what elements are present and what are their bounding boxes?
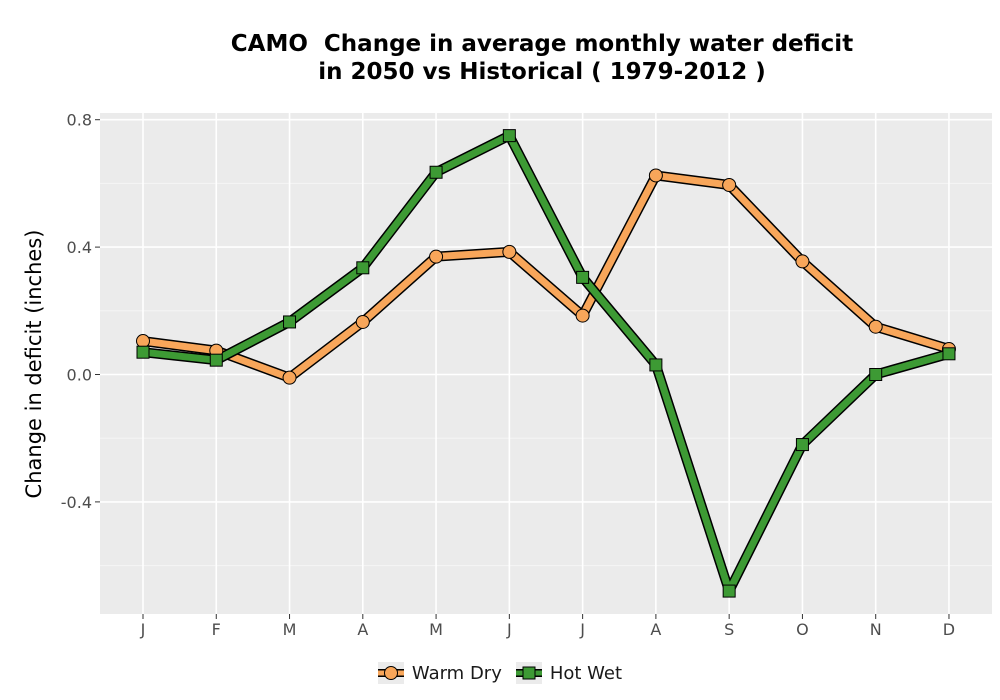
x-tick-label: M bbox=[283, 620, 297, 639]
warm-dry-point bbox=[648, 168, 663, 183]
warm-dry-legend-key bbox=[377, 662, 404, 684]
hot-wet-line bbox=[142, 132, 950, 595]
x-tick-label: M bbox=[429, 620, 443, 639]
legend: Warm Dry Hot Wet bbox=[0, 658, 1000, 688]
x-tick-label: A bbox=[650, 620, 661, 639]
hot-wet-point bbox=[649, 358, 663, 372]
legend-label-hot-wet: Hot Wet bbox=[549, 662, 623, 684]
y-tick-label: -0.4 bbox=[61, 493, 92, 512]
x-tick-label: J bbox=[579, 620, 585, 639]
legend-item-hot-wet: Hot Wet bbox=[515, 662, 623, 684]
x-tick-label: N bbox=[870, 620, 882, 639]
x-tick-label: O bbox=[796, 620, 809, 639]
x-tick-label: A bbox=[357, 620, 368, 639]
warm-dry-point bbox=[502, 244, 517, 259]
warm-dry-point bbox=[282, 370, 297, 385]
y-tick-label: 0.0 bbox=[67, 366, 92, 385]
legend-label-warm-dry: Warm Dry bbox=[411, 662, 502, 684]
hot-wet-point bbox=[136, 345, 150, 359]
y-tick-label: 0.8 bbox=[67, 111, 92, 130]
legend-item-warm-dry: Warm Dry bbox=[377, 662, 502, 684]
hot-wet-point bbox=[869, 368, 883, 381]
x-tick-label: F bbox=[212, 620, 221, 639]
warm-dry-point bbox=[355, 314, 370, 329]
hot-wet-point bbox=[722, 584, 736, 598]
warm-dry-point bbox=[575, 308, 590, 323]
x-tick-label: D bbox=[943, 620, 955, 639]
hot-wet-point bbox=[283, 315, 297, 329]
hot-wet-point bbox=[576, 270, 590, 284]
x-tick-label: J bbox=[140, 620, 146, 639]
chart-title-line-2: in 2050 vs Historical ( 1979-2012 ) bbox=[318, 59, 766, 85]
hot-wet-point bbox=[502, 129, 516, 143]
plot-panel bbox=[100, 113, 992, 614]
warm-dry-point bbox=[795, 254, 810, 269]
hot-wet-point bbox=[356, 261, 370, 275]
hot-wet-point bbox=[429, 165, 443, 179]
hot-wet-point bbox=[942, 347, 956, 361]
hot-wet-point bbox=[209, 353, 223, 367]
warm-dry-point bbox=[429, 249, 444, 264]
warm-dry-point bbox=[722, 177, 737, 192]
warm-dry-point bbox=[868, 319, 883, 334]
y-tick-label: 0.4 bbox=[67, 238, 92, 257]
hot-wet-legend-key bbox=[515, 662, 542, 684]
chart-title-line-1: CAMO Change in average monthly water def… bbox=[230, 31, 854, 57]
warm-dry-point bbox=[136, 334, 150, 349]
warm-dry-line bbox=[142, 171, 950, 382]
x-tick-label: S bbox=[724, 620, 734, 639]
hot-wet-point bbox=[795, 438, 809, 452]
x-tick-label: J bbox=[506, 620, 512, 639]
